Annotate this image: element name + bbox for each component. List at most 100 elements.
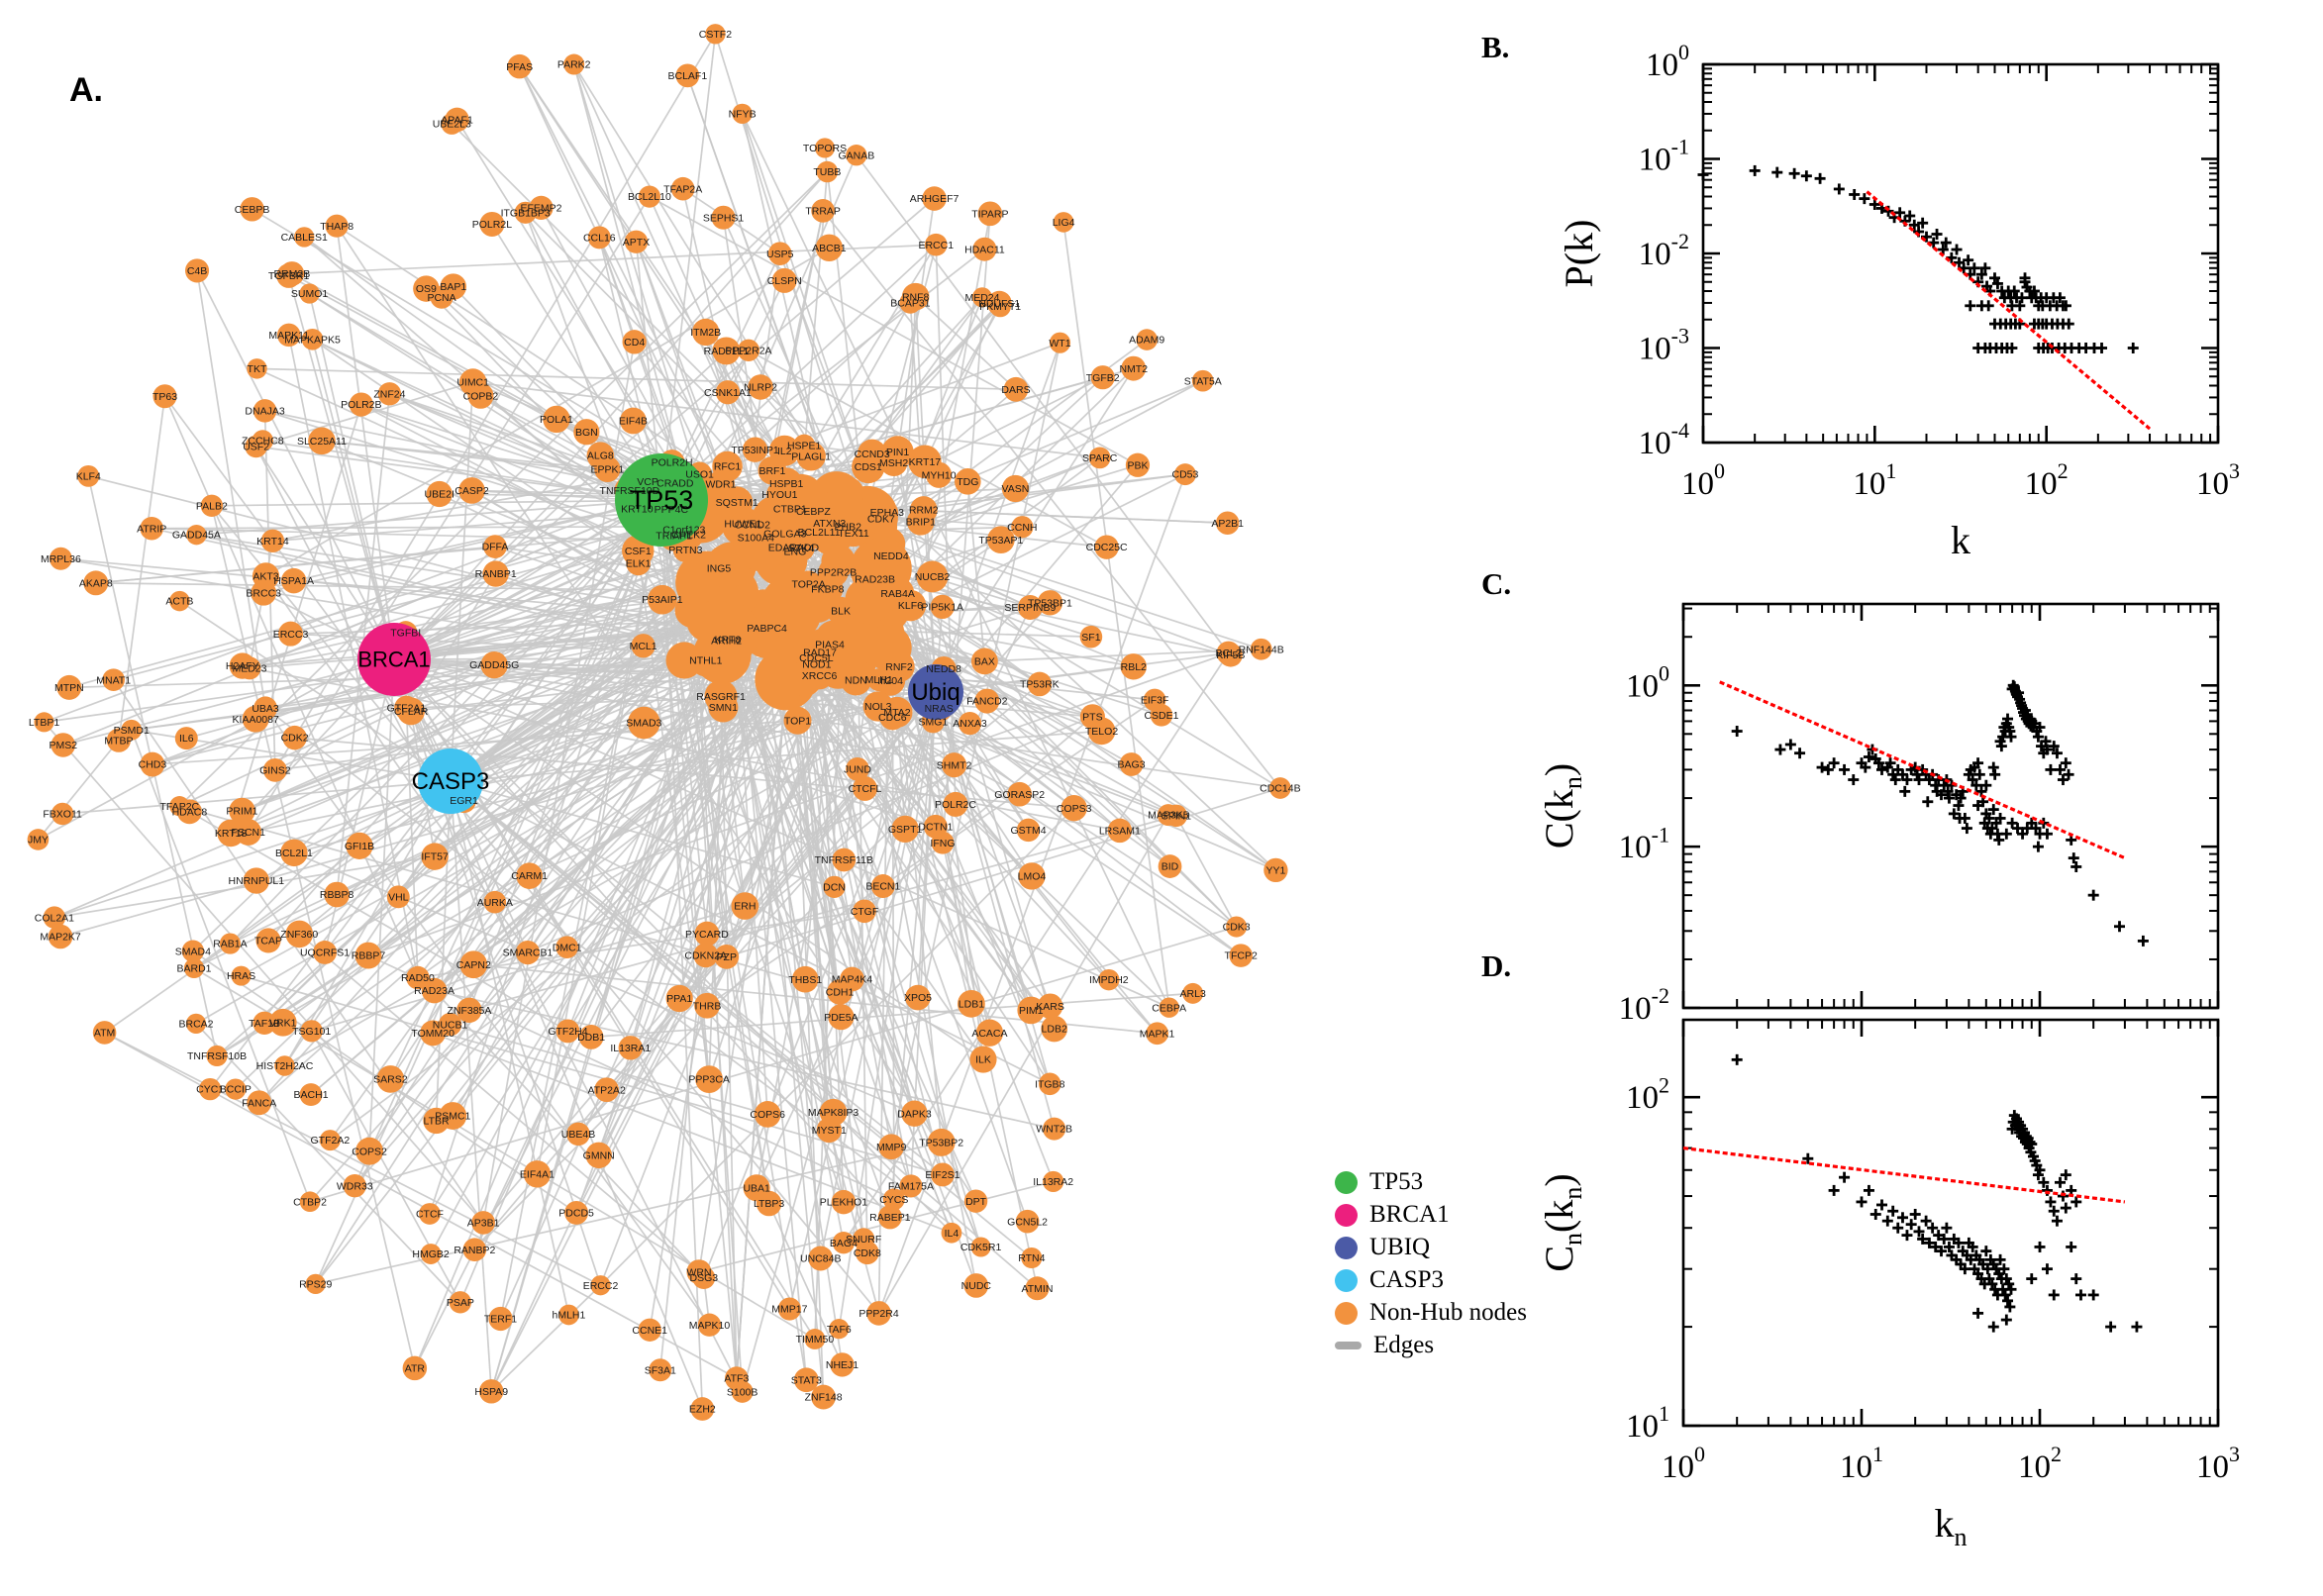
node-label: MTBP bbox=[104, 735, 133, 747]
network-node bbox=[930, 1162, 955, 1187]
node-label: DARS bbox=[1001, 384, 1030, 396]
network-edge bbox=[935, 691, 1052, 1007]
node-label: DAPK3 bbox=[897, 1108, 932, 1120]
node-label: LTBP1 bbox=[29, 717, 59, 729]
network-node bbox=[282, 725, 307, 750]
node-label: TP53BP1 bbox=[1028, 597, 1072, 609]
fit-line bbox=[1866, 190, 2152, 431]
node-label: LTBR bbox=[424, 1116, 450, 1128]
network-edge bbox=[660, 499, 708, 935]
network-node bbox=[253, 696, 278, 721]
network-node bbox=[693, 943, 719, 968]
network-edge bbox=[803, 672, 892, 1147]
node-label: KARS bbox=[1036, 1001, 1064, 1013]
node-label: SNURF bbox=[846, 1234, 881, 1246]
node-label: CCL16 bbox=[583, 232, 616, 244]
network-node bbox=[1121, 355, 1147, 381]
network-node bbox=[77, 464, 100, 487]
node-label: BGN bbox=[575, 427, 598, 439]
node-label: DDB1 bbox=[577, 1032, 605, 1044]
node-label: EIF4B bbox=[619, 416, 648, 428]
network-node bbox=[1079, 625, 1103, 648]
node-label: PIAS4 bbox=[815, 640, 845, 651]
network-node bbox=[255, 928, 281, 953]
network-node bbox=[274, 1055, 295, 1076]
node-label: RAD23B bbox=[855, 574, 895, 586]
x-tick-label: 102 bbox=[2018, 1442, 2062, 1485]
network-node bbox=[280, 839, 308, 867]
node-label: ERCC1 bbox=[918, 240, 954, 251]
node-label: GSPT1 bbox=[888, 824, 923, 836]
network-node bbox=[865, 503, 897, 535]
network-node bbox=[1043, 1170, 1064, 1193]
panel-c-label: C. bbox=[1481, 566, 1512, 601]
network-node bbox=[1087, 717, 1116, 746]
network-node bbox=[483, 890, 507, 914]
network-node bbox=[1017, 996, 1046, 1025]
network-node bbox=[1011, 516, 1034, 539]
node-label: CABLES1 bbox=[281, 232, 328, 244]
network-node bbox=[862, 691, 893, 722]
node-label: ATF3 bbox=[724, 1373, 749, 1385]
network-node bbox=[346, 832, 373, 859]
network-node bbox=[768, 435, 800, 466]
node-label: PMS2 bbox=[49, 740, 77, 751]
panel-C: 100 10-1 10-2 C(kn) bbox=[1537, 602, 2220, 1027]
node-label: LDB1 bbox=[959, 998, 984, 1010]
network-edge bbox=[368, 592, 734, 1152]
network-edge bbox=[698, 1180, 1054, 1273]
node-label: CD4 bbox=[624, 337, 645, 349]
node-label: KLF4 bbox=[76, 470, 101, 482]
network-node bbox=[587, 226, 611, 249]
network-node bbox=[594, 1077, 619, 1103]
node-label: COPS2 bbox=[352, 1146, 387, 1157]
network-node bbox=[975, 1019, 1004, 1047]
node-label: DFFA bbox=[482, 542, 509, 553]
network-node bbox=[648, 584, 677, 615]
network-edge bbox=[863, 691, 937, 912]
network-node bbox=[319, 1130, 341, 1151]
node-label: TFAP2A bbox=[663, 183, 702, 195]
hub-node-brca1 bbox=[357, 623, 431, 696]
y-tick-label: 10-2 bbox=[1619, 983, 1669, 1027]
network-node bbox=[672, 537, 699, 562]
node-label: TP53RK bbox=[1020, 679, 1060, 691]
node-label: NLRP2 bbox=[744, 382, 777, 394]
network-edge bbox=[242, 609, 693, 812]
node-label: NHEJ1 bbox=[826, 1359, 858, 1371]
network-node bbox=[1018, 862, 1046, 890]
network-node bbox=[931, 831, 955, 854]
node-label: ERCC3 bbox=[273, 629, 309, 641]
node-label: AURKA bbox=[477, 897, 513, 909]
network-node bbox=[184, 258, 210, 283]
node-label: KIF5B bbox=[1216, 649, 1245, 661]
legend-label: BRCA1 bbox=[1369, 1201, 1450, 1228]
network-node bbox=[176, 799, 202, 825]
network-node bbox=[830, 1352, 855, 1377]
node-label: HUWE1 bbox=[724, 518, 761, 530]
network-node bbox=[977, 201, 1003, 227]
network-edge bbox=[293, 499, 662, 582]
network-node bbox=[1027, 671, 1053, 697]
node-label: BID bbox=[1162, 861, 1179, 873]
node-label: ING5 bbox=[707, 562, 732, 574]
node-label: PRIM1 bbox=[226, 806, 257, 818]
node-label: TOMM20 bbox=[411, 1028, 454, 1040]
node-label: AP2B1 bbox=[1211, 518, 1244, 530]
network-node bbox=[198, 1077, 222, 1101]
node-label: RANBP2 bbox=[454, 1245, 495, 1256]
network-node bbox=[986, 290, 1012, 316]
node-label: KRT17 bbox=[909, 456, 942, 468]
network-node bbox=[1164, 804, 1188, 828]
network-node bbox=[556, 936, 578, 959]
node-label: TP63 bbox=[152, 391, 177, 403]
network-edge bbox=[196, 270, 395, 660]
node-label: CSNK1A1 bbox=[704, 387, 752, 399]
brca1-node-icon bbox=[1335, 1203, 1358, 1227]
node-label: CASP2 bbox=[454, 485, 489, 497]
node-label: GSTM4 bbox=[1010, 825, 1046, 837]
network-node bbox=[543, 405, 570, 434]
network-edge bbox=[935, 342, 1061, 693]
network-node bbox=[922, 186, 947, 211]
